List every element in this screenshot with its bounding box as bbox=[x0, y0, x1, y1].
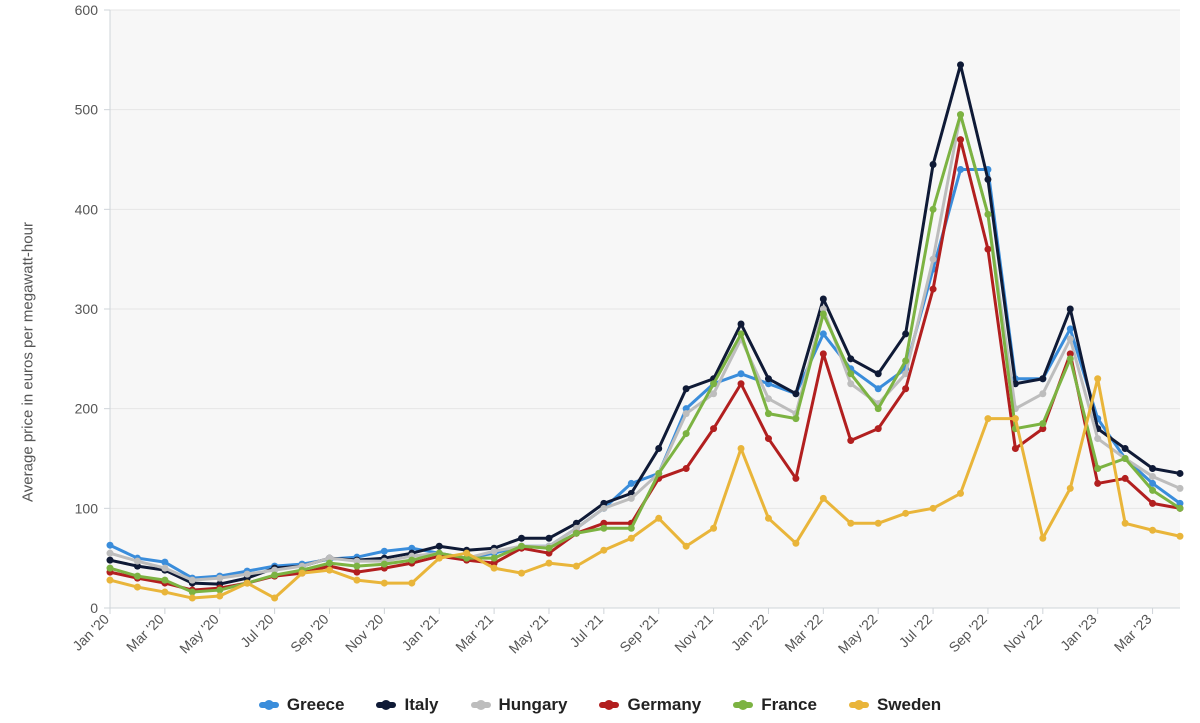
legend-label: Greece bbox=[287, 695, 345, 715]
legend-item-sweden[interactable]: Sweden bbox=[849, 695, 941, 715]
legend-swatch-icon bbox=[599, 702, 619, 708]
svg-text:Nov '20: Nov '20 bbox=[342, 611, 387, 656]
electricity-price-line-chart: Average price in euros per megawatt-hour… bbox=[0, 0, 1200, 723]
svg-text:Mar '21: Mar '21 bbox=[452, 611, 496, 655]
svg-text:Mar '22: Mar '22 bbox=[781, 611, 825, 655]
legend-swatch-icon bbox=[259, 702, 279, 708]
legend-label: Hungary bbox=[499, 695, 568, 715]
svg-text:Sep '20: Sep '20 bbox=[287, 611, 332, 656]
svg-text:Mar '20: Mar '20 bbox=[123, 611, 167, 655]
svg-text:100: 100 bbox=[75, 500, 99, 516]
chart-legend: Greece Italy Hungary Germany France Sweden bbox=[0, 695, 1200, 715]
legend-swatch-icon bbox=[849, 702, 869, 708]
legend-label: Sweden bbox=[877, 695, 941, 715]
svg-text:Jan '20: Jan '20 bbox=[69, 611, 112, 654]
svg-text:May '20: May '20 bbox=[176, 611, 222, 657]
svg-text:400: 400 bbox=[75, 201, 99, 217]
svg-text:500: 500 bbox=[75, 102, 99, 118]
legend-item-italy[interactable]: Italy bbox=[376, 695, 438, 715]
y-axis-label: Average price in euros per megawatt-hour bbox=[19, 222, 36, 502]
svg-text:Jan '21: Jan '21 bbox=[398, 611, 441, 654]
svg-text:Jul '22: Jul '22 bbox=[896, 611, 936, 651]
svg-text:300: 300 bbox=[75, 301, 99, 317]
svg-text:Jan '22: Jan '22 bbox=[728, 611, 771, 654]
legend-label: Germany bbox=[627, 695, 701, 715]
svg-text:May '21: May '21 bbox=[505, 611, 551, 657]
svg-text:Nov '21: Nov '21 bbox=[671, 611, 716, 656]
svg-text:Mar '23: Mar '23 bbox=[1111, 611, 1155, 655]
legend-swatch-icon bbox=[471, 702, 491, 708]
svg-text:Jul '20: Jul '20 bbox=[237, 611, 277, 651]
legend-item-france[interactable]: France bbox=[733, 695, 817, 715]
svg-text:600: 600 bbox=[75, 2, 99, 18]
svg-text:Sep '22: Sep '22 bbox=[945, 611, 990, 656]
svg-text:Jan '23: Jan '23 bbox=[1057, 611, 1100, 654]
legend-swatch-icon bbox=[376, 702, 396, 708]
legend-item-hungary[interactable]: Hungary bbox=[471, 695, 568, 715]
svg-text:Nov '22: Nov '22 bbox=[1000, 611, 1045, 656]
svg-text:May '22: May '22 bbox=[835, 611, 881, 657]
legend-label: France bbox=[761, 695, 817, 715]
chart-svg: 0100200300400500600Jan '20Mar '20May '20… bbox=[0, 0, 1200, 723]
svg-text:200: 200 bbox=[75, 401, 99, 417]
legend-item-greece[interactable]: Greece bbox=[259, 695, 345, 715]
legend-item-germany[interactable]: Germany bbox=[599, 695, 701, 715]
svg-text:Sep '21: Sep '21 bbox=[616, 611, 661, 656]
legend-swatch-icon bbox=[733, 702, 753, 708]
svg-text:Jul '21: Jul '21 bbox=[566, 611, 606, 651]
legend-label: Italy bbox=[404, 695, 438, 715]
